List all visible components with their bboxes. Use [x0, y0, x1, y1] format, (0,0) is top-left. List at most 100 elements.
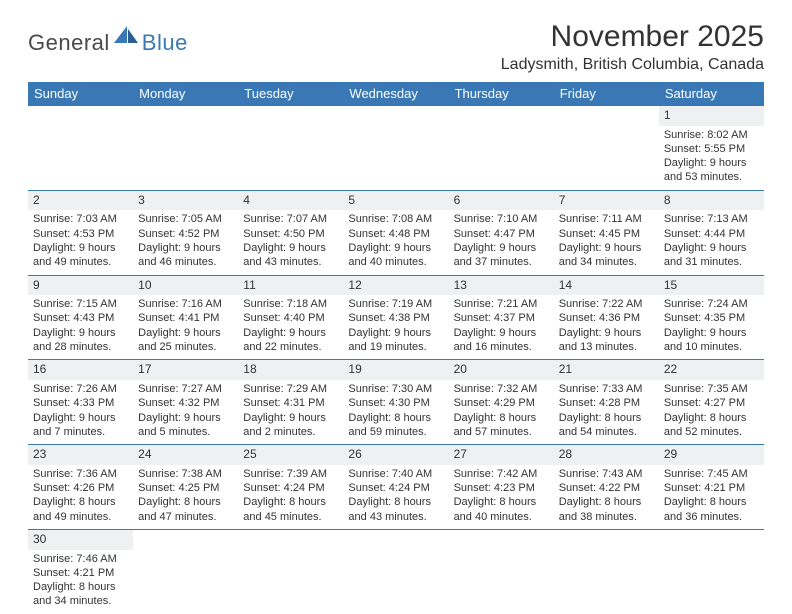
sunrise-text: Sunrise: 7:24 AM: [664, 297, 759, 311]
day2-text: and 43 minutes.: [348, 510, 443, 524]
day-cell: 30Sunrise: 7:46 AMSunset: 4:21 PMDayligh…: [28, 529, 133, 613]
day-number: 3: [133, 191, 238, 211]
day-number: 14: [554, 276, 659, 296]
week-row: 2Sunrise: 7:03 AMSunset: 4:53 PMDaylight…: [28, 190, 764, 275]
day-number: 10: [133, 276, 238, 296]
sunset-text: Sunset: 4:40 PM: [243, 311, 338, 325]
day2-text: and 57 minutes.: [454, 425, 549, 439]
day-number: 19: [343, 360, 448, 380]
sunrise-text: Sunrise: 7:11 AM: [559, 212, 654, 226]
day-cell: 24Sunrise: 7:38 AMSunset: 4:25 PMDayligh…: [133, 445, 238, 530]
day1-text: Daylight: 8 hours: [454, 411, 549, 425]
day2-text: and 54 minutes.: [559, 425, 654, 439]
sunset-text: Sunset: 4:21 PM: [33, 566, 128, 580]
day1-text: Daylight: 9 hours: [559, 326, 654, 340]
day2-text: and 34 minutes.: [33, 594, 128, 608]
day2-text: and 16 minutes.: [454, 340, 549, 354]
sunrise-text: Sunrise: 7:27 AM: [138, 382, 233, 396]
calendar-table: Sunday Monday Tuesday Wednesday Thursday…: [28, 82, 764, 614]
day-cell: 19Sunrise: 7:30 AMSunset: 4:30 PMDayligh…: [343, 360, 448, 445]
day-cell: 16Sunrise: 7:26 AMSunset: 4:33 PMDayligh…: [28, 360, 133, 445]
day1-text: Daylight: 8 hours: [138, 495, 233, 509]
day-cell: [659, 529, 764, 613]
day1-text: Daylight: 9 hours: [33, 241, 128, 255]
sunset-text: Sunset: 4:47 PM: [454, 227, 549, 241]
sunset-text: Sunset: 4:53 PM: [33, 227, 128, 241]
sunrise-text: Sunrise: 7:30 AM: [348, 382, 443, 396]
day-cell: [554, 529, 659, 613]
sunrise-text: Sunrise: 7:08 AM: [348, 212, 443, 226]
day-cell: 5Sunrise: 7:08 AMSunset: 4:48 PMDaylight…: [343, 190, 448, 275]
sunset-text: Sunset: 4:32 PM: [138, 396, 233, 410]
day-cell: 13Sunrise: 7:21 AMSunset: 4:37 PMDayligh…: [449, 275, 554, 360]
day-number: 6: [449, 191, 554, 211]
day-number: 11: [238, 276, 343, 296]
day-number: 13: [449, 276, 554, 296]
day2-text: and 40 minutes.: [454, 510, 549, 524]
sunset-text: Sunset: 4:41 PM: [138, 311, 233, 325]
sunset-text: Sunset: 4:21 PM: [664, 481, 759, 495]
day-number: 5: [343, 191, 448, 211]
sunset-text: Sunset: 4:48 PM: [348, 227, 443, 241]
sunset-text: Sunset: 4:37 PM: [454, 311, 549, 325]
day1-text: Daylight: 9 hours: [348, 241, 443, 255]
sunrise-text: Sunrise: 7:38 AM: [138, 467, 233, 481]
sunrise-text: Sunrise: 7:05 AM: [138, 212, 233, 226]
day-number: 22: [659, 360, 764, 380]
sunset-text: Sunset: 4:28 PM: [559, 396, 654, 410]
day-cell: 15Sunrise: 7:24 AMSunset: 4:35 PMDayligh…: [659, 275, 764, 360]
day-cell: 21Sunrise: 7:33 AMSunset: 4:28 PMDayligh…: [554, 360, 659, 445]
day2-text: and 28 minutes.: [33, 340, 128, 354]
sunrise-text: Sunrise: 7:46 AM: [33, 552, 128, 566]
sunset-text: Sunset: 4:35 PM: [664, 311, 759, 325]
day-cell: 8Sunrise: 7:13 AMSunset: 4:44 PMDaylight…: [659, 190, 764, 275]
day2-text: and 37 minutes.: [454, 255, 549, 269]
day-number: 23: [28, 445, 133, 465]
day-cell: 17Sunrise: 7:27 AMSunset: 4:32 PMDayligh…: [133, 360, 238, 445]
day-cell: [343, 106, 448, 191]
day1-text: Daylight: 9 hours: [138, 411, 233, 425]
day2-text: and 53 minutes.: [664, 170, 759, 184]
day-cell: 22Sunrise: 7:35 AMSunset: 4:27 PMDayligh…: [659, 360, 764, 445]
day1-text: Daylight: 9 hours: [138, 241, 233, 255]
title-block: November 2025 Ladysmith, British Columbi…: [501, 20, 764, 74]
day-header: Monday: [133, 82, 238, 106]
day2-text: and 46 minutes.: [138, 255, 233, 269]
day-cell: 29Sunrise: 7:45 AMSunset: 4:21 PMDayligh…: [659, 445, 764, 530]
day-number: 27: [449, 445, 554, 465]
logo-text-blue: Blue: [142, 30, 188, 56]
day-cell: 23Sunrise: 7:36 AMSunset: 4:26 PMDayligh…: [28, 445, 133, 530]
week-row: 16Sunrise: 7:26 AMSunset: 4:33 PMDayligh…: [28, 360, 764, 445]
day-number: 29: [659, 445, 764, 465]
header: General Blue November 2025 Ladysmith, Br…: [28, 20, 764, 74]
day-cell: 3Sunrise: 7:05 AMSunset: 4:52 PMDaylight…: [133, 190, 238, 275]
day-number: 25: [238, 445, 343, 465]
day-cell: 18Sunrise: 7:29 AMSunset: 4:31 PMDayligh…: [238, 360, 343, 445]
day-number: 8: [659, 191, 764, 211]
day-number: 15: [659, 276, 764, 296]
sunrise-text: Sunrise: 8:02 AM: [664, 128, 759, 142]
day1-text: Daylight: 8 hours: [33, 495, 128, 509]
day1-text: Daylight: 9 hours: [664, 156, 759, 170]
sunset-text: Sunset: 4:30 PM: [348, 396, 443, 410]
day2-text: and 52 minutes.: [664, 425, 759, 439]
sunset-text: Sunset: 4:50 PM: [243, 227, 338, 241]
day2-text: and 34 minutes.: [559, 255, 654, 269]
day-cell: 4Sunrise: 7:07 AMSunset: 4:50 PMDaylight…: [238, 190, 343, 275]
day2-text: and 7 minutes.: [33, 425, 128, 439]
sunset-text: Sunset: 4:31 PM: [243, 396, 338, 410]
sunset-text: Sunset: 4:24 PM: [348, 481, 443, 495]
day1-text: Daylight: 8 hours: [348, 495, 443, 509]
day2-text: and 38 minutes.: [559, 510, 654, 524]
sunset-text: Sunset: 4:45 PM: [559, 227, 654, 241]
sunrise-text: Sunrise: 7:03 AM: [33, 212, 128, 226]
day2-text: and 25 minutes.: [138, 340, 233, 354]
day-cell: 11Sunrise: 7:18 AMSunset: 4:40 PMDayligh…: [238, 275, 343, 360]
day-number: 7: [554, 191, 659, 211]
day2-text: and 19 minutes.: [348, 340, 443, 354]
day-cell: [238, 529, 343, 613]
day-number: 24: [133, 445, 238, 465]
logo: General Blue: [28, 26, 188, 59]
week-row: 30Sunrise: 7:46 AMSunset: 4:21 PMDayligh…: [28, 529, 764, 613]
sunrise-text: Sunrise: 7:43 AM: [559, 467, 654, 481]
